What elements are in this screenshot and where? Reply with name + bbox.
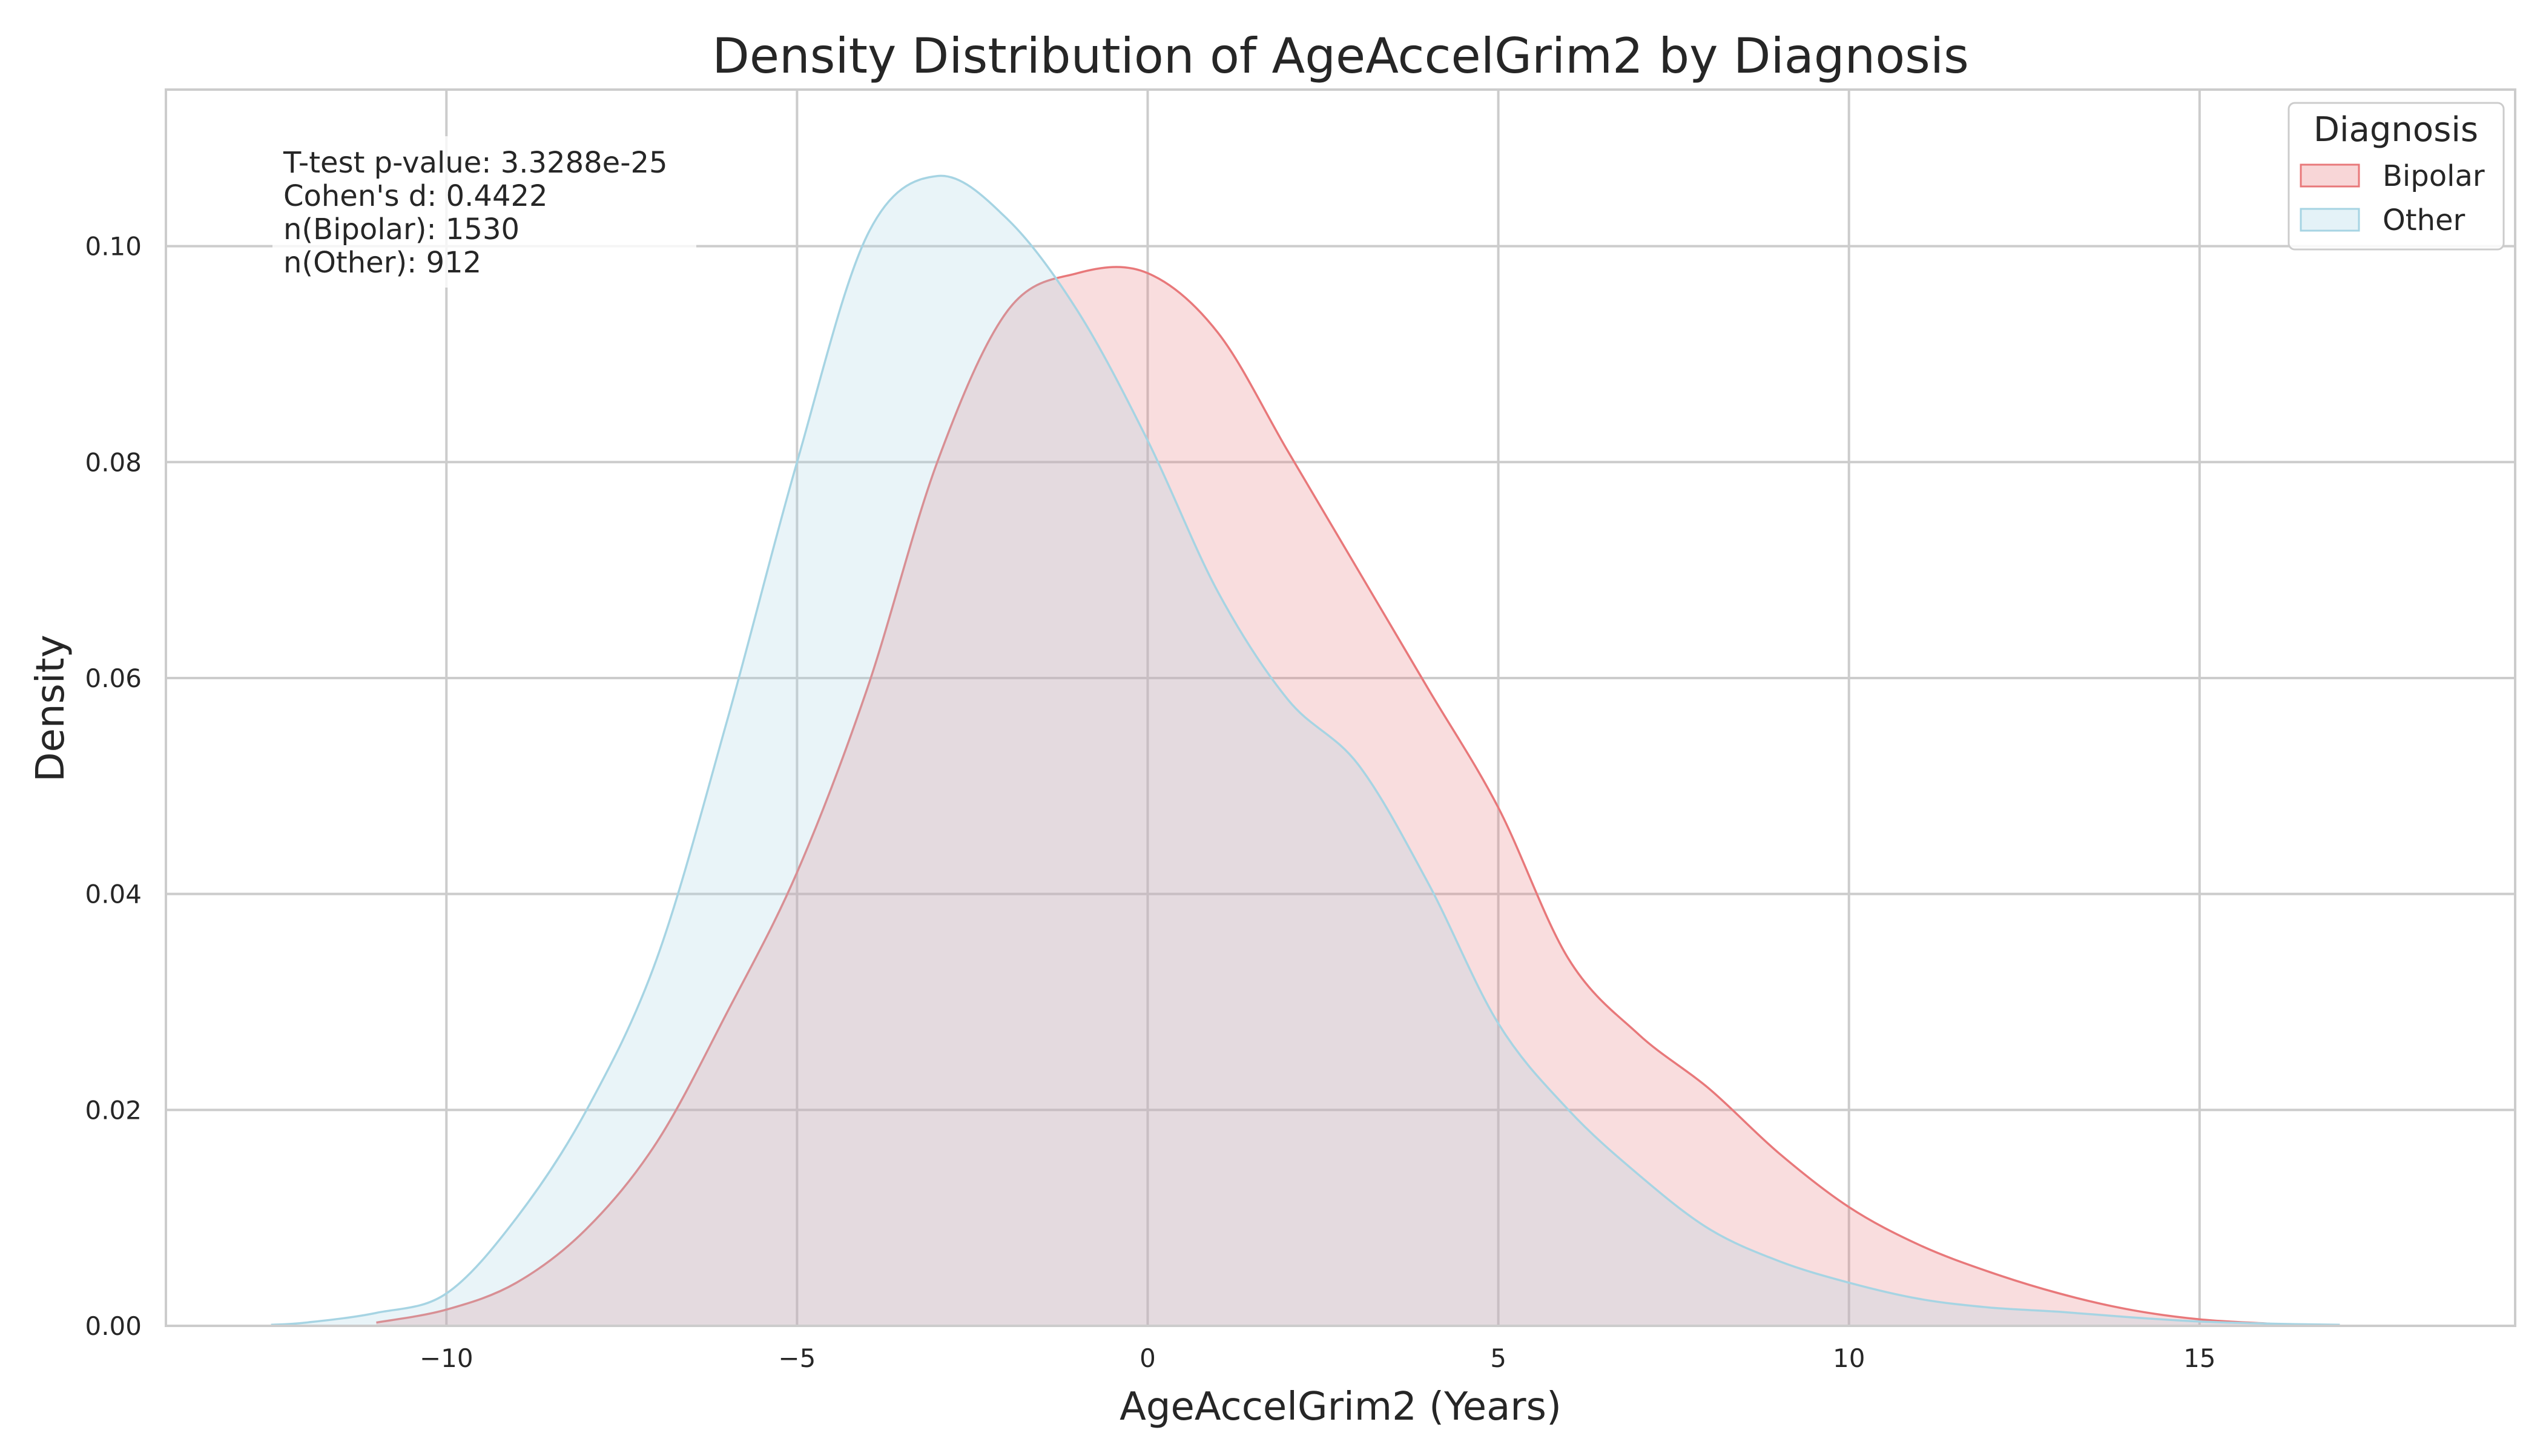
legend-swatch-bipolar [2300, 163, 2360, 188]
y-tick-label: 0.00 [85, 1311, 142, 1341]
y-tick-label: 0.06 [85, 664, 142, 693]
y-tick-label: 0.08 [85, 447, 142, 477]
x-tick-label: 5 [1490, 1343, 1506, 1373]
annotation-line-4: n(Other): 912 [283, 246, 481, 280]
density-line-bipolar [376, 266, 2270, 1325]
legend-title: Diagnosis [2314, 110, 2478, 150]
stats-annotation: T-test p-value: 3.3288e-25 Cohen's d: 0.… [272, 136, 696, 288]
y-axis-label: Density [28, 634, 73, 782]
legend-label-bipolar: Bipolar [2383, 159, 2485, 193]
x-tick-label: −5 [778, 1343, 816, 1373]
x-axis-label: AgeAccelGrim2 (Years) [1120, 1385, 1562, 1429]
tick-labels: −10 −5 0 5 10 15 0.00 0.02 0.04 0.06 0.08 0.10 [85, 232, 2215, 1373]
annotation-box [272, 136, 696, 288]
chart-title: Density Distribution of AgeAccelGrim2 by… [712, 28, 1969, 84]
x-tick-label: 15 [2183, 1343, 2215, 1373]
legend-swatch-other [2300, 208, 2360, 232]
y-tick-label: 0.10 [85, 232, 142, 262]
legend-label-other: Other [2383, 203, 2465, 237]
density-line-other [271, 174, 2340, 1326]
legend: Diagnosis Bipolar Other [2287, 102, 2505, 251]
density-curves [271, 174, 2340, 1326]
x-tick-label: 10 [1833, 1343, 1865, 1373]
annotation-line-2: Cohen's d: 0.4422 [283, 179, 548, 213]
annotation-line-1: T-test p-value: 3.3288e-25 [283, 146, 668, 180]
density-area-other [271, 176, 2340, 1326]
density-area-bipolar [376, 267, 2270, 1326]
x-tick-label: 0 [1140, 1343, 1156, 1373]
y-tick-label: 0.04 [85, 880, 142, 909]
legend-box [2287, 102, 2505, 251]
annotation-line-3: n(Bipolar): 1530 [283, 212, 519, 246]
y-tick-label: 0.02 [85, 1095, 142, 1125]
x-tick-label: −10 [420, 1343, 473, 1373]
plot-frame [165, 88, 2516, 1327]
